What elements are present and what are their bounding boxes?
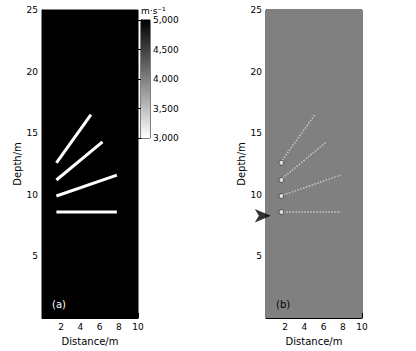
svg-text:3,500: 3,500	[153, 104, 179, 114]
svg-text:Distance/m: Distance/m	[62, 336, 119, 347]
svg-text:Depth/m: Depth/m	[12, 142, 23, 186]
svg-text:10: 10	[356, 322, 368, 332]
svg-text:4,000: 4,000	[153, 74, 179, 84]
svg-text:15: 15	[251, 128, 262, 138]
svg-text:15: 15	[27, 128, 38, 138]
svg-text:(b): (b)	[276, 299, 290, 310]
svg-text:5: 5	[256, 251, 262, 261]
svg-text:6: 6	[321, 322, 327, 332]
svg-text:20: 20	[27, 67, 39, 77]
svg-text:25: 25	[27, 5, 38, 15]
svg-text:5,000: 5,000	[153, 15, 179, 25]
svg-text:20: 20	[251, 67, 263, 77]
svg-text:25: 25	[251, 5, 262, 15]
svg-text:10: 10	[132, 322, 144, 332]
svg-text:4,500: 4,500	[153, 45, 179, 55]
svg-text:(a): (a)	[52, 299, 66, 310]
svg-text:6: 6	[97, 322, 103, 332]
svg-text:5: 5	[32, 251, 38, 261]
svg-text:Depth/m: Depth/m	[236, 142, 247, 186]
svg-text:10: 10	[27, 190, 39, 200]
svg-text:m·s⁻¹: m·s⁻¹	[141, 6, 166, 17]
svg-text:2: 2	[58, 322, 64, 332]
svg-text:10: 10	[251, 190, 263, 200]
svg-text:3,000: 3,000	[153, 133, 179, 143]
svg-text:8: 8	[340, 322, 346, 332]
svg-text:4: 4	[302, 322, 308, 332]
svg-text:8: 8	[116, 322, 122, 332]
svg-text:Distance/m: Distance/m	[286, 336, 343, 347]
svg-text:4: 4	[78, 322, 84, 332]
svg-text:2: 2	[282, 322, 288, 332]
